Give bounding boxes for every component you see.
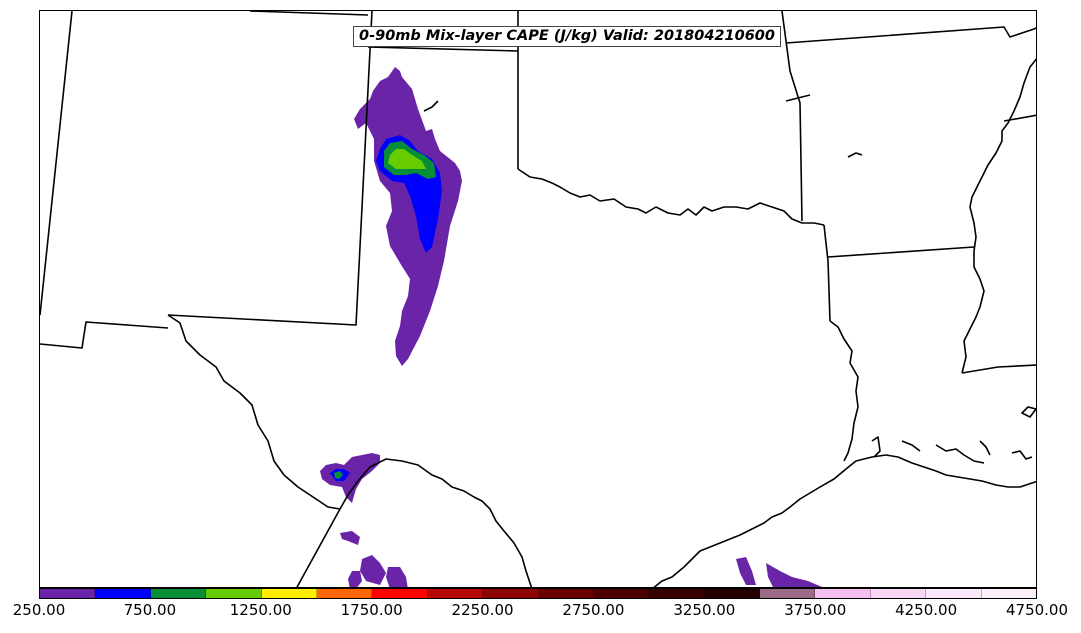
border-mexico-states-1 bbox=[296, 508, 341, 587]
border-ar-la bbox=[827, 246, 975, 258]
colorbar-segment bbox=[760, 589, 816, 598]
map-title: 0-90mb Mix-layer CAPE (J/kg) Valid: 2018… bbox=[353, 26, 781, 47]
colorbar-segment bbox=[981, 589, 1037, 598]
border-ks-mo bbox=[785, 26, 1036, 44]
border-ms-la bbox=[961, 364, 1036, 374]
cape-shading bbox=[354, 67, 462, 366]
cape-region-750-south bbox=[334, 471, 343, 479]
cape-scatter-5 bbox=[736, 557, 756, 585]
cape-scatter-4 bbox=[348, 571, 362, 587]
colorbar-tick-label: 1250.00 bbox=[229, 601, 292, 619]
colorbar-segment bbox=[870, 589, 927, 598]
colorbar-segment bbox=[926, 589, 982, 598]
colorbar-tick-label: 4250.00 bbox=[895, 601, 958, 619]
colorbar-segment bbox=[40, 589, 96, 598]
colorbar-tick-label: 3750.00 bbox=[784, 601, 847, 619]
border-tx-mexico bbox=[167, 314, 533, 587]
colorbar-tick-label: 250.00 bbox=[12, 601, 66, 619]
border-red-river bbox=[517, 168, 825, 226]
colorbar bbox=[39, 588, 1037, 599]
border-co-nm bbox=[249, 11, 369, 16]
colorbar-segment bbox=[372, 589, 428, 598]
map-canvas bbox=[40, 11, 1036, 587]
lake-1 bbox=[423, 100, 439, 112]
border-ok-ar bbox=[781, 11, 803, 222]
colorbar-segment bbox=[593, 589, 650, 598]
colorbar-tick-label: 750.00 bbox=[123, 601, 177, 619]
cape-region-250-south bbox=[320, 453, 380, 503]
border-ms-al bbox=[1003, 114, 1036, 122]
border-nm-west-south bbox=[40, 321, 169, 349]
mississippi-river bbox=[961, 58, 1036, 374]
colorbar-segment bbox=[150, 589, 207, 598]
cape-scatter-6 bbox=[766, 563, 822, 587]
border-nm-east bbox=[167, 11, 373, 326]
gulf-coast bbox=[653, 454, 1036, 587]
colorbar-segment bbox=[815, 589, 871, 598]
border-ar-la-tx bbox=[823, 224, 831, 322]
la-coast-detail bbox=[871, 436, 1033, 464]
cape-region-250-north bbox=[354, 67, 462, 366]
colorbar-segment bbox=[649, 589, 705, 598]
colorbar-segment bbox=[261, 589, 317, 598]
lake-3 bbox=[1021, 406, 1036, 418]
border-ar-mo bbox=[785, 94, 811, 102]
colorbar-segment bbox=[483, 589, 539, 598]
colorbar-tick-label: 2250.00 bbox=[451, 601, 514, 619]
border-tx-la bbox=[829, 320, 859, 462]
boundaries bbox=[40, 11, 1036, 587]
colorbar-tick-label: 1750.00 bbox=[340, 601, 403, 619]
colorbar-tick-label: 3250.00 bbox=[673, 601, 736, 619]
cape-scatter-2 bbox=[360, 555, 386, 585]
cape-region-1000-north bbox=[388, 149, 426, 169]
colorbar-segment bbox=[316, 589, 373, 598]
colorbar-segment bbox=[538, 589, 594, 598]
colorbar-segment bbox=[206, 589, 262, 598]
cape-scatter-3 bbox=[386, 567, 408, 587]
colorbar-segment bbox=[427, 589, 484, 598]
border-az-nm bbox=[40, 11, 73, 316]
map-panel: 0-90mb Mix-layer CAPE (J/kg) Valid: 2018… bbox=[39, 10, 1037, 588]
lake-2 bbox=[847, 152, 863, 158]
cape-shading-south bbox=[320, 453, 822, 587]
colorbar-tick-label: 4750.00 bbox=[1005, 601, 1069, 619]
colorbar-tick-label: 2750.00 bbox=[562, 601, 625, 619]
colorbar-segment bbox=[95, 589, 151, 598]
cape-scatter-1 bbox=[340, 531, 360, 545]
colorbar-segment bbox=[704, 589, 761, 598]
